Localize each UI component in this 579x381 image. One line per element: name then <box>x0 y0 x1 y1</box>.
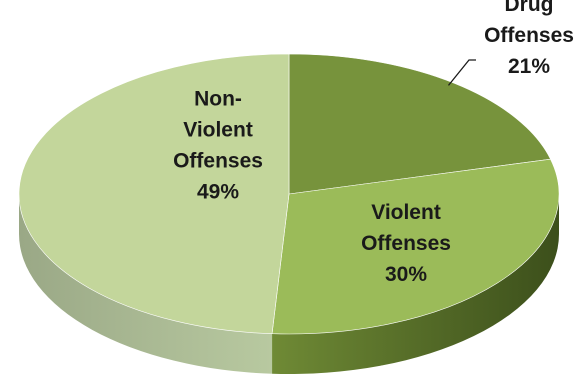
slice-label-line: Violent <box>371 201 441 224</box>
slice-label-line: Offenses <box>173 150 263 173</box>
slice-label-drug-offenses: Drug Offenses 21% <box>484 0 574 78</box>
pie-tops <box>19 54 559 334</box>
slice-label-line: Violent <box>183 119 253 142</box>
slice-label-line: 21% <box>508 55 550 78</box>
pie-leaders <box>448 60 476 85</box>
slice-label-line: Drug <box>505 0 554 16</box>
slice-label-line: Non- <box>194 88 242 111</box>
slice-label-line: Offenses <box>361 232 451 255</box>
slice-label-line: 30% <box>385 263 427 286</box>
slice-label-line: Offenses <box>484 24 574 47</box>
slice-label-line: 49% <box>197 181 239 204</box>
leader-line-drug-offenses <box>448 60 476 85</box>
